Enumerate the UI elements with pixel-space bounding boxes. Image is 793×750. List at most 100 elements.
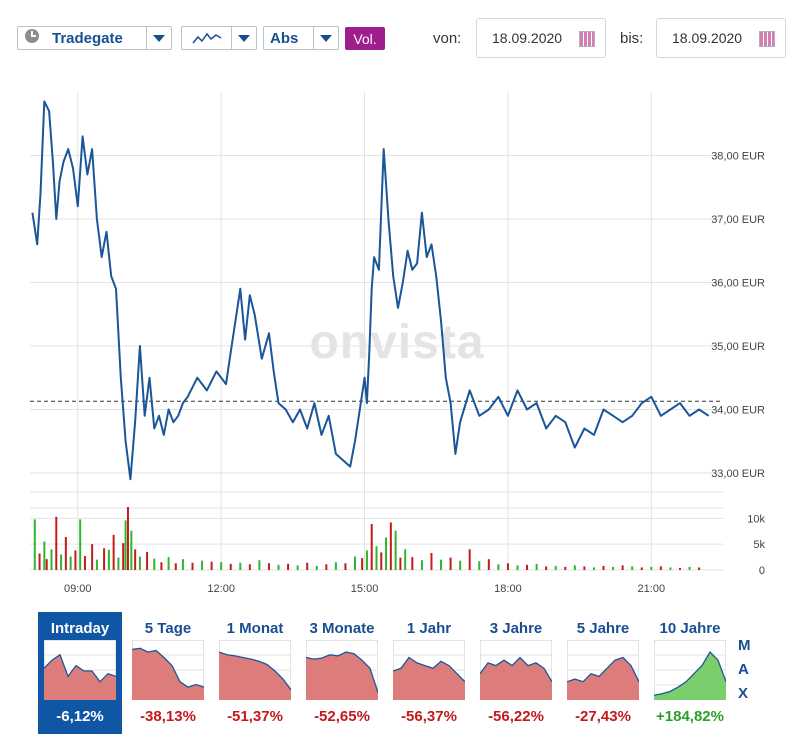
- period-tab-3-monate[interactable]: 3 Monate -52,65%: [300, 612, 384, 734]
- exchange-label: Tradegate: [52, 29, 123, 47]
- volume-bar: [430, 552, 433, 570]
- volume-bar: [167, 557, 170, 570]
- volume-y-tick-label: 0: [759, 565, 765, 577]
- period-max-letter[interactable]: A: [738, 661, 749, 678]
- period-label: 3 Monate: [309, 620, 375, 637]
- price-series-line: [31, 100, 710, 481]
- calendar-icon[interactable]: [759, 31, 775, 47]
- period-change: -56,22%: [488, 708, 544, 725]
- volume-bar: [365, 550, 368, 570]
- volume-bar: [380, 552, 383, 570]
- period-change: -27,43%: [575, 708, 631, 725]
- period-tab-5-jahre[interactable]: 5 Jahre -27,43%: [561, 612, 645, 734]
- x-tick-label: 15:00: [351, 583, 379, 595]
- chart-type-select[interactable]: [181, 26, 257, 50]
- volume-bar: [449, 557, 452, 570]
- exchange-select[interactable]: Tradegate: [17, 26, 172, 50]
- to-label: bis:: [620, 30, 644, 47]
- volume-bar: [420, 560, 423, 570]
- volume-bar: [50, 549, 53, 570]
- volume-bar: [296, 565, 299, 570]
- volume-bar: [385, 537, 388, 570]
- volume-bar: [267, 563, 270, 570]
- volume-bar: [160, 562, 163, 570]
- volume-bar: [229, 563, 232, 570]
- x-tick-label: 09:00: [64, 583, 92, 595]
- volume-bar: [60, 554, 63, 570]
- volume-bar: [497, 564, 500, 570]
- volume-bar: [487, 559, 490, 570]
- volume-bar: [468, 549, 471, 570]
- volume-bar: [526, 564, 529, 570]
- volume-bar: [79, 519, 82, 570]
- price-chart[interactable]: onvista 33,00 EUR 34,00 EUR 35,00 EUR 36,00…: [0, 0, 793, 600]
- period-change: -52,65%: [314, 708, 370, 725]
- period-change: -56,37%: [401, 708, 457, 725]
- volume-bar: [516, 565, 519, 570]
- line-chart-icon: [182, 31, 231, 45]
- period-sparkline: [132, 640, 204, 700]
- period-change: -51,37%: [227, 708, 283, 725]
- volume-bar: [602, 565, 605, 570]
- period-tab-intraday[interactable]: Intraday -6,12%: [38, 612, 122, 734]
- volume-bar: [146, 551, 149, 570]
- volume-bar: [506, 563, 509, 570]
- period-sparkline: [44, 640, 116, 700]
- volume-bar: [404, 549, 407, 570]
- y-tick-label: 35,00 EUR: [711, 341, 765, 353]
- volume-bar: [95, 559, 98, 570]
- period-label: 10 Jahre: [659, 620, 721, 637]
- period-sparkline: [654, 640, 726, 700]
- volume-bar: [573, 565, 576, 570]
- y-tick-label: 38,00 EUR: [711, 150, 765, 162]
- watermark: onvista: [309, 316, 484, 369]
- scale-select[interactable]: Abs: [263, 26, 339, 50]
- volume-bar: [650, 566, 653, 570]
- chevron-down-icon[interactable]: [231, 27, 256, 49]
- period-tab-3-jahre[interactable]: 3 Jahre -56,22%: [474, 612, 558, 734]
- volume-bar: [583, 566, 586, 570]
- to-date-value: 18.09.2020: [672, 30, 743, 46]
- volume-bar: [315, 565, 318, 570]
- volume-bar: [659, 566, 662, 570]
- from-date-field[interactable]: 18.09.2020: [476, 18, 606, 58]
- period-max-letter[interactable]: M: [738, 637, 751, 654]
- period-tab-5-tage[interactable]: 5 Tage -38,13%: [126, 612, 210, 734]
- period-change: -38,13%: [140, 708, 196, 725]
- period-tab-10-jahre[interactable]: 10 Jahre +184,82%: [648, 612, 732, 734]
- volume-bar: [33, 519, 36, 570]
- volume-bar: [631, 566, 634, 570]
- volume-bar: [239, 562, 242, 570]
- chevron-down-icon[interactable]: [146, 27, 171, 49]
- period-change: +184,82%: [656, 708, 724, 725]
- calendar-icon[interactable]: [579, 31, 595, 47]
- to-date-field[interactable]: 18.09.2020: [656, 18, 786, 58]
- volume-bar: [678, 567, 681, 570]
- volume-bar: [394, 530, 397, 570]
- volume-bar: [138, 556, 141, 570]
- period-sparkline: [306, 640, 378, 700]
- period-tab-1-jahr[interactable]: 1 Jahr -56,37%: [387, 612, 471, 734]
- volume-bar: [124, 520, 127, 570]
- volume-bar: [134, 549, 137, 570]
- volume-bar: [688, 566, 691, 570]
- period-tab-1-monat[interactable]: 1 Monat -51,37%: [213, 612, 297, 734]
- volume-bar: [112, 534, 115, 570]
- volume-bar: [612, 566, 615, 570]
- volume-bar: [361, 558, 364, 570]
- scale-label: Abs: [270, 29, 299, 47]
- y-tick-label: 37,00 EUR: [711, 214, 765, 226]
- chevron-down-icon[interactable]: [313, 27, 338, 49]
- from-date-value: 18.09.2020: [492, 30, 563, 46]
- period-label: 1 Monat: [226, 620, 284, 637]
- volume-toggle-button[interactable]: Vol.: [345, 27, 385, 50]
- volume-bar: [55, 516, 58, 570]
- volume-bar: [545, 566, 548, 570]
- volume-bar: [248, 564, 251, 570]
- volume-bar: [174, 563, 177, 570]
- period-sparkline: [219, 640, 291, 700]
- period-max-letter[interactable]: X: [738, 685, 749, 702]
- x-tick-label: 18:00: [494, 583, 522, 595]
- volume-bar: [220, 562, 223, 570]
- volume-bar: [325, 564, 328, 570]
